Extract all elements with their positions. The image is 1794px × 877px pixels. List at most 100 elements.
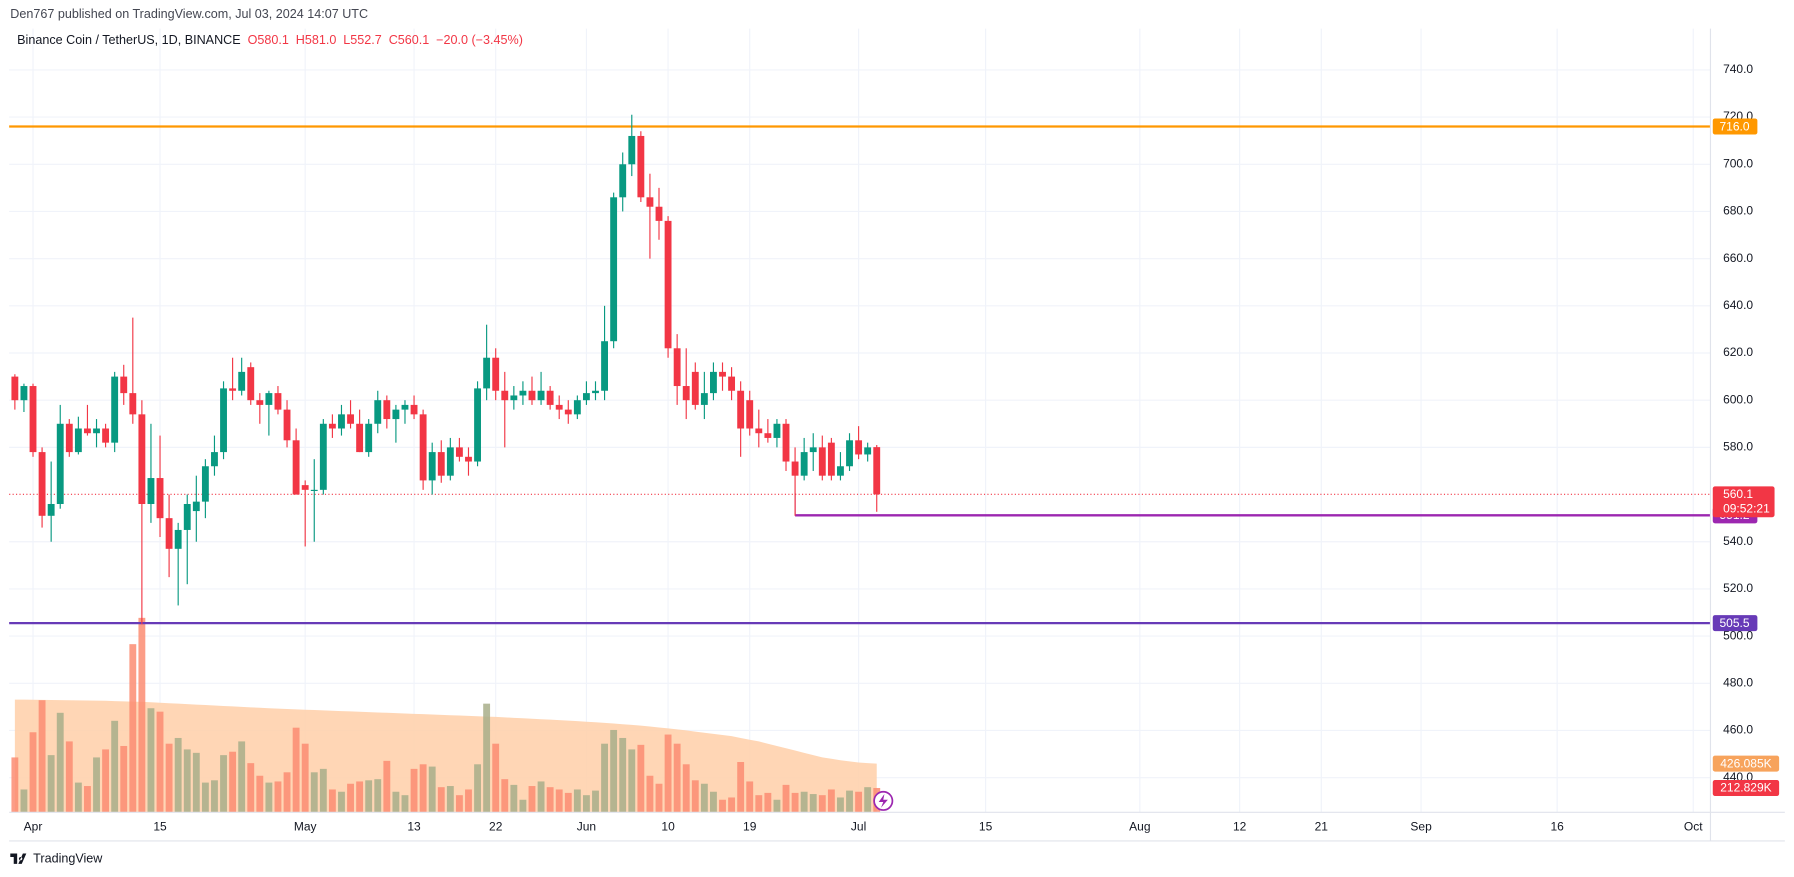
volume-bar: [728, 797, 736, 813]
volume-bar: [800, 791, 808, 813]
candle-body: [601, 341, 608, 391]
x-tick-label: 21: [1315, 819, 1329, 833]
candle-body: [483, 357, 491, 389]
volume-bar: [274, 781, 282, 813]
candle-body: [773, 423, 781, 438]
candle-body: [582, 393, 590, 401]
candle-body: [365, 423, 373, 453]
volume-bar: [628, 749, 636, 813]
candle-body: [710, 371, 717, 394]
volume-bar: [846, 790, 853, 813]
x-tick-label: Jul: [851, 819, 866, 833]
volume-bar: [601, 743, 608, 813]
ohlc: H581.0: [296, 34, 337, 48]
volume-bar: [410, 768, 418, 813]
volume-bar: [455, 795, 463, 813]
candle-body: [274, 393, 282, 410]
candle-body: [38, 452, 46, 516]
y-tick-label: 480.0: [1723, 675, 1753, 689]
volume-bar: [74, 782, 82, 813]
volume-bar: [791, 792, 799, 813]
volume-bar: [247, 763, 255, 813]
candle-body: [265, 393, 273, 405]
candle-body: [465, 456, 472, 462]
candle-body: [247, 367, 255, 401]
volume-bar: [120, 745, 128, 813]
volume-bar: [401, 795, 409, 813]
volume-bar: [664, 734, 672, 813]
candle-body: [428, 452, 436, 481]
candle-body: [564, 409, 572, 415]
volume-bar: [392, 791, 400, 813]
level-badge: [1712, 615, 1758, 632]
volume-bar: [764, 792, 772, 813]
ohlc: L552.7: [343, 34, 381, 48]
candle-body: [619, 164, 627, 198]
volume-bar: [510, 784, 518, 813]
candle-body: [655, 206, 663, 221]
x-tick-label: Jun: [577, 819, 596, 833]
volume-bar: [782, 784, 790, 813]
volume-ma-label: 426.085K: [1720, 756, 1771, 770]
volume-bar: [537, 781, 545, 813]
volume-bar: [437, 787, 445, 813]
lightning-icon[interactable]: [873, 790, 894, 811]
volume-bar: [211, 780, 218, 813]
last-price-badge: [1712, 486, 1775, 518]
candle-body: [691, 371, 699, 405]
volume-bar: [84, 786, 91, 813]
volume-bar: [546, 787, 554, 813]
candle-body: [719, 371, 726, 377]
candle-body: [229, 388, 237, 391]
logo[interactable]: TradingView: [10, 852, 103, 866]
candle-body: [537, 390, 545, 401]
logo-text: TradingView: [33, 852, 103, 866]
volume-bar: [555, 789, 563, 813]
candle-body: [837, 466, 844, 476]
volume-bar: [165, 743, 173, 813]
volume-bar: [673, 743, 681, 813]
volume-bar: [646, 775, 654, 813]
change: −20.0 (−3.45%): [436, 34, 523, 48]
x-tick-label: 15: [153, 819, 167, 833]
candle-body: [74, 428, 82, 453]
volume-bar: [301, 743, 309, 813]
candles: [11, 114, 881, 625]
volume-bar: [746, 781, 754, 813]
candle-body: [220, 388, 227, 453]
volume-bar: [56, 712, 64, 813]
y-tick-label: 660.0: [1723, 251, 1753, 265]
x-tick-label: 15: [979, 819, 993, 833]
volume-bar: [610, 729, 618, 813]
volume-bar: [446, 786, 454, 813]
volume-bar: [700, 783, 708, 813]
candle-body: [455, 447, 463, 457]
candle-body: [174, 529, 182, 549]
volume-bar: [483, 703, 491, 813]
volume-bar: [818, 795, 826, 813]
volume-bar: [428, 766, 436, 813]
candle-body: [682, 386, 690, 401]
volume-bar: [174, 737, 182, 813]
volume-bar: [310, 772, 318, 813]
volume-bar: [328, 789, 336, 813]
y-tick-label: 640.0: [1723, 298, 1753, 312]
candle-body: [111, 376, 119, 443]
volume-bar: [383, 760, 391, 813]
candle-body: [610, 197, 618, 342]
candle-body: [319, 423, 327, 490]
candle-body: [120, 376, 128, 394]
volume-bar: [582, 795, 590, 813]
candle-body: [446, 447, 454, 476]
candle-body: [47, 503, 55, 516]
y-tick-label: 540.0: [1723, 534, 1753, 548]
volume-bar: [65, 741, 73, 813]
levels: [9, 125, 1711, 625]
candle-body: [728, 376, 736, 391]
candle-body: [56, 423, 64, 504]
volume-bar: [501, 779, 509, 813]
volume-bar: [837, 797, 844, 813]
volume-label: 212.829K: [1720, 781, 1771, 795]
candle-body: [492, 357, 500, 391]
x-tick-label: Apr: [24, 819, 43, 833]
